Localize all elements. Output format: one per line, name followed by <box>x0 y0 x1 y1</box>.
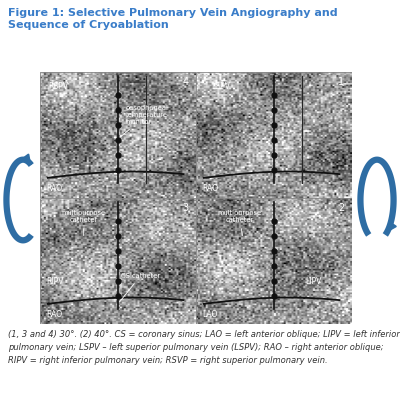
Text: multipurpose
catheter: multipurpose catheter <box>62 210 106 236</box>
Text: Figure 1: Selective Pulmonary Vein Angiography and
Sequence of Cryoablation: Figure 1: Selective Pulmonary Vein Angio… <box>8 8 338 30</box>
Text: LIPV: LIPV <box>305 277 322 286</box>
Text: 2: 2 <box>338 203 344 213</box>
Text: RAO: RAO <box>46 310 62 319</box>
Text: LAO: LAO <box>202 310 218 319</box>
Text: RSPV: RSPV <box>48 82 68 91</box>
Text: 3: 3 <box>182 203 188 213</box>
Text: multipurpose
catheter: multipurpose catheter <box>218 210 262 236</box>
Text: RIPV: RIPV <box>46 277 64 286</box>
Text: CS catheter: CS catheter <box>120 273 160 302</box>
Text: RAO: RAO <box>46 184 62 193</box>
Text: RAO: RAO <box>202 184 218 193</box>
Text: 4: 4 <box>182 77 188 87</box>
Text: 1: 1 <box>338 77 344 87</box>
Text: oesophageal
temperature
monitor: oesophageal temperature monitor <box>120 105 169 137</box>
Text: (1, 3 and 4) 30°. (2) 40°. CS = coronary sinus; LAO = left anterior oblique; LIP: (1, 3 and 4) 30°. (2) 40°. CS = coronary… <box>8 330 400 365</box>
Text: LSPV: LSPV <box>212 82 230 91</box>
